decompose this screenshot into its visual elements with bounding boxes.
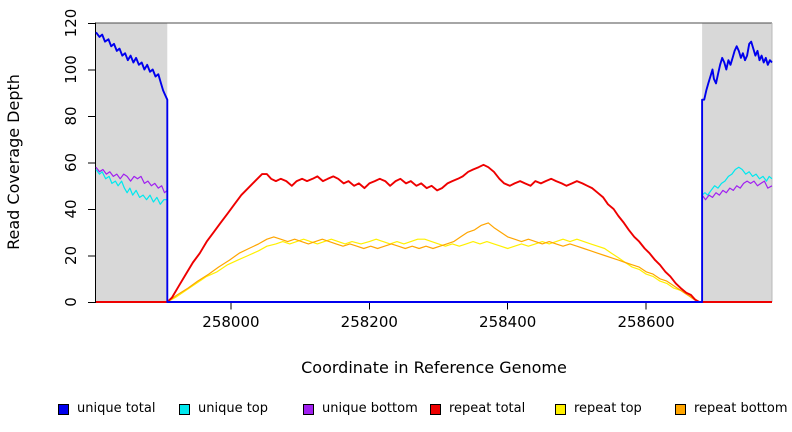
legend-label: repeat total [449,401,526,416]
y-tick-label: 0 [62,297,80,307]
legend-swatch [303,403,314,415]
x-tick-label: 258000 [202,313,259,331]
data-series [95,31,773,303]
legend-item-repeat-bottom: repeat bottom [675,399,788,419]
y-tick-label: 40 [62,199,80,218]
axis-ticks [88,23,647,310]
series-repeat-top [96,238,772,303]
legend-label: unique top [198,401,269,416]
x-axis-title: Coordinate in Reference Genome [301,358,567,377]
legend-swatch [675,403,686,415]
y-tick-label: 100 [62,55,80,84]
shaded-region [96,23,168,302]
legend-label: repeat bottom [694,401,788,416]
legend-swatch [555,403,566,415]
x-tick-label: 258600 [617,313,674,331]
x-tick-label: 258400 [479,313,536,331]
legend-item-unique-top: unique top [179,399,268,419]
legend-label: repeat top [574,401,642,416]
legend-swatch [58,403,69,415]
series-repeat-bottom [96,222,772,303]
shaded-region [702,23,772,302]
x-tick-label: 258200 [341,313,398,331]
axes [95,22,773,303]
legend: unique total unique top unique bottom repea… [0,399,792,421]
y-tick-label: 60 [62,153,80,172]
legend-item-unique-bottom: unique bottom [303,399,418,419]
legend-swatch [430,403,441,415]
legend-item-repeat-top: repeat top [555,399,642,419]
legend-label: unique total [77,401,156,416]
y-tick-label: 20 [62,246,80,265]
legend-item-unique-total: unique total [58,399,155,419]
y-tick-label: 80 [62,106,80,125]
series-repeat-total [96,163,772,303]
legend-label: unique bottom [322,401,418,416]
series-unique-total [95,31,773,303]
legend-item-repeat-total: repeat total [430,399,525,419]
axis-tick-labels: 258000 258200 258400 258600 0 20 40 60 80 100 120 [62,9,675,331]
y-axis-title: Read Coverage Depth [4,74,23,250]
y-tick-label: 120 [62,9,80,38]
shaded-regions [96,23,772,302]
legend-swatch [179,403,190,415]
